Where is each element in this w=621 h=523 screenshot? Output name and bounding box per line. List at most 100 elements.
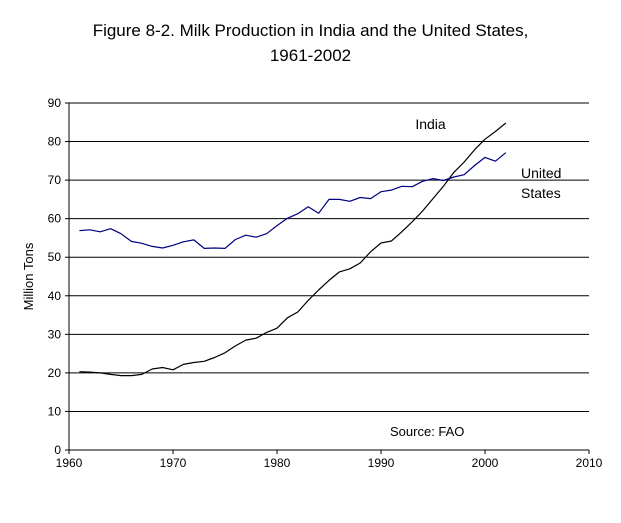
data-point-united-states-1995 <box>432 177 435 180</box>
data-point-india-1965 <box>120 374 123 377</box>
data-point-united-states-1985 <box>328 198 331 201</box>
data-point-india-1978 <box>255 337 258 340</box>
x-tick-label-1990: 1990 <box>368 456 395 470</box>
data-point-united-states-1989 <box>369 197 372 200</box>
data-point-united-states-1979 <box>265 232 268 235</box>
series-label-united-states-line-2: States <box>521 185 561 201</box>
data-point-united-states-1990 <box>380 190 383 193</box>
data-point-india-1976 <box>234 344 237 347</box>
data-point-united-states-1991 <box>390 189 393 192</box>
series-label-united-states-line-1: United <box>521 165 561 181</box>
y-tick-label-80: 80 <box>48 135 62 149</box>
data-point-united-states-1981 <box>286 217 289 220</box>
data-point-india-1968 <box>151 368 154 371</box>
data-point-india-1964 <box>109 373 112 376</box>
data-point-united-states-1978 <box>255 236 258 239</box>
y-axis-label: Million Tons <box>21 242 36 310</box>
data-point-united-states-1967 <box>140 242 143 245</box>
data-point-united-states-1970 <box>172 244 175 247</box>
data-point-united-states-1992 <box>400 185 403 188</box>
y-tick-label-20: 20 <box>48 366 62 380</box>
data-point-india-1995 <box>432 197 435 200</box>
data-point-india-2001 <box>494 130 497 133</box>
data-point-united-states-1976 <box>234 238 237 241</box>
data-point-united-states-1972 <box>192 238 195 241</box>
chart-title: Figure 8-2. Milk Production in India and… <box>0 18 621 68</box>
data-point-united-states-1988 <box>359 196 362 199</box>
data-point-india-1998 <box>463 160 466 163</box>
data-point-united-states-1987 <box>348 200 351 203</box>
data-point-united-states-1963 <box>99 230 102 233</box>
data-point-united-states-1966 <box>130 240 133 243</box>
y-tick-label-70: 70 <box>48 173 62 187</box>
data-point-india-1966 <box>130 374 133 377</box>
x-tick-label-1970: 1970 <box>160 456 187 470</box>
data-point-united-states-1982 <box>296 212 299 215</box>
data-point-united-states-1993 <box>411 185 414 188</box>
data-point-india-1973 <box>203 360 206 363</box>
data-point-india-1982 <box>296 310 299 313</box>
data-point-india-1975 <box>224 351 227 354</box>
data-point-united-states-1973 <box>203 247 206 250</box>
source-annotation: Source: FAO <box>390 424 464 439</box>
data-point-india-1996 <box>442 185 445 188</box>
data-point-united-states-2001 <box>494 160 497 163</box>
data-point-united-states-1965 <box>120 232 123 235</box>
data-point-india-1991 <box>390 240 393 243</box>
data-point-india-1992 <box>400 230 403 233</box>
data-point-united-states-1994 <box>421 180 424 183</box>
x-tick-label-1960: 1960 <box>56 456 83 470</box>
data-point-india-1994 <box>421 209 424 212</box>
y-tick-label-50: 50 <box>48 250 62 264</box>
data-point-united-states-1977 <box>244 234 247 237</box>
series-label-india: India <box>415 116 446 132</box>
data-point-india-1985 <box>328 279 331 282</box>
chart-title-line-1: Figure 8-2. Milk Production in India and… <box>92 21 529 40</box>
data-point-india-1961 <box>78 370 81 373</box>
x-tick-label-2010: 2010 <box>576 456 603 470</box>
data-point-india-2002 <box>504 122 507 125</box>
y-tick-label-0: 0 <box>54 443 61 457</box>
data-point-india-1969 <box>161 366 164 369</box>
chart-title-line-2: 1961-2002 <box>269 46 352 65</box>
data-point-india-1970 <box>172 368 175 371</box>
data-point-united-states-1964 <box>109 227 112 230</box>
x-tick-label-2000: 2000 <box>472 456 499 470</box>
data-point-india-1987 <box>348 267 351 270</box>
data-point-india-1986 <box>338 270 341 273</box>
y-tick-label-30: 30 <box>48 327 62 341</box>
series-line-united-states <box>79 152 507 249</box>
data-point-united-states-1974 <box>213 246 216 249</box>
data-point-india-1980 <box>276 327 279 330</box>
data-point-india-1971 <box>182 363 185 366</box>
data-point-united-states-1998 <box>463 173 466 176</box>
data-point-india-1993 <box>411 220 414 223</box>
data-point-india-1988 <box>359 262 362 265</box>
data-point-india-1989 <box>369 250 372 253</box>
data-point-india-1972 <box>192 361 195 364</box>
y-tick-label-40: 40 <box>48 289 62 303</box>
data-point-united-states-1996 <box>442 179 445 182</box>
data-point-united-states-1971 <box>182 240 185 243</box>
data-point-united-states-1968 <box>151 245 154 248</box>
data-point-india-1979 <box>265 331 268 334</box>
data-point-india-1974 <box>213 356 216 359</box>
data-point-india-1999 <box>473 148 476 151</box>
data-point-united-states-2000 <box>484 156 487 159</box>
x-tick-label-1980: 1980 <box>264 456 291 470</box>
data-point-india-1984 <box>317 288 320 291</box>
data-point-india-1963 <box>99 371 102 374</box>
data-point-india-1990 <box>380 241 383 244</box>
data-point-united-states-1961 <box>78 229 81 232</box>
y-tick-label-60: 60 <box>48 212 62 226</box>
data-point-united-states-1975 <box>224 247 227 250</box>
data-point-united-states-1962 <box>88 228 91 231</box>
data-point-india-1967 <box>140 373 143 376</box>
y-tick-label-10: 10 <box>48 404 62 418</box>
data-point-india-2000 <box>484 138 487 141</box>
data-point-united-states-1969 <box>161 246 164 249</box>
data-point-india-1997 <box>452 171 455 174</box>
data-point-united-states-1997 <box>452 176 455 179</box>
data-point-india-1981 <box>286 316 289 319</box>
